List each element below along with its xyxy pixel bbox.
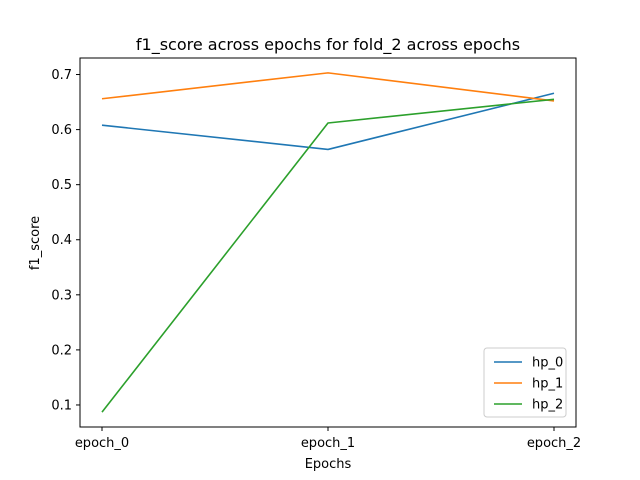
x-axis: epoch_0 epoch_1 epoch_2 xyxy=(75,427,581,451)
y-tick-label: 0.4 xyxy=(51,233,72,248)
y-tick-label: 0.1 xyxy=(51,398,72,413)
y-tick-label: 0.7 xyxy=(51,68,72,83)
series-line-hp_2 xyxy=(101,98,555,413)
legend: hp_0 hp_1 hp_2 xyxy=(483,347,567,418)
y-axis-label: f1_score xyxy=(28,216,43,270)
legend-box xyxy=(483,347,567,418)
chart-title: f1_score across epochs for fold_2 across… xyxy=(136,35,520,55)
x-tick-label: epoch_0 xyxy=(75,436,129,451)
x-tick-label: epoch_1 xyxy=(301,436,355,451)
legend-label-hp_1: hp_1 xyxy=(532,377,563,392)
series-layer xyxy=(101,72,555,413)
series-line-hp_1 xyxy=(101,72,555,102)
y-tick-label: 0.5 xyxy=(51,178,72,193)
y-tick-label: 0.2 xyxy=(51,343,72,358)
legend-label-hp_2: hp_2 xyxy=(532,398,563,413)
x-axis-label: Epochs xyxy=(305,457,352,472)
y-tick-label: 0.6 xyxy=(51,123,72,138)
legend-label-hp_0: hp_0 xyxy=(532,356,563,371)
y-tick-label: 0.3 xyxy=(51,288,72,303)
y-axis: 0.1 0.2 0.3 0.4 0.5 0.6 0.7 xyxy=(51,68,80,413)
x-tick-label: epoch_2 xyxy=(527,436,581,451)
series-line-hp_0 xyxy=(101,92,555,151)
